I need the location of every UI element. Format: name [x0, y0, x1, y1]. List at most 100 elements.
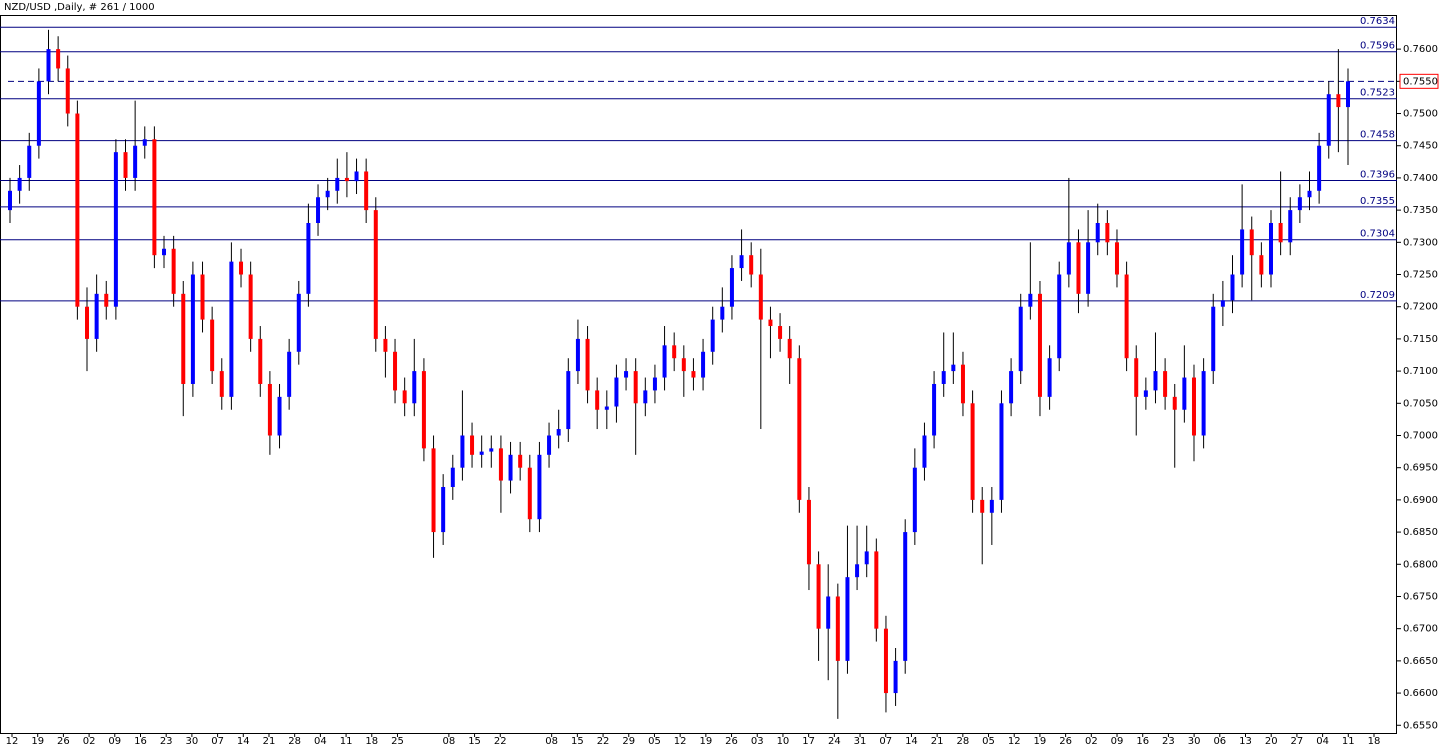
candle-body — [277, 396, 282, 436]
candle-body — [402, 390, 407, 404]
y-tick-label: 0.7450 — [1403, 141, 1438, 152]
x-tick-label: 14 — [237, 736, 250, 747]
y-tick-label: 0.6600 — [1403, 688, 1438, 699]
x-tick-label: 13 — [1239, 736, 1252, 747]
y-tick-label: 0.6750 — [1403, 591, 1438, 602]
x-tick-label: 31 — [854, 736, 867, 747]
candle-body — [17, 177, 22, 191]
candle-body — [980, 499, 985, 513]
candle-body — [8, 190, 12, 211]
candle-body — [489, 448, 494, 452]
candle-body — [210, 319, 215, 372]
candle-body — [835, 596, 840, 661]
candle-body — [575, 338, 580, 372]
candle-body — [633, 371, 638, 404]
y-tick-label: 0.6800 — [1403, 559, 1438, 570]
candle-body — [248, 274, 253, 339]
candle-body — [190, 274, 195, 384]
level-label: 0.7523 — [1360, 88, 1395, 99]
y-tick-label: 0.7400 — [1403, 173, 1438, 184]
candle-body — [652, 377, 657, 391]
level-label: 0.7458 — [1360, 130, 1395, 141]
candle-body — [970, 403, 975, 500]
x-tick-label: 23 — [1162, 736, 1175, 747]
candle-body — [855, 564, 860, 578]
candle-body — [566, 371, 571, 430]
candle-body — [162, 248, 167, 256]
candle-body — [1346, 81, 1350, 108]
level-label: 0.7634 — [1360, 16, 1395, 27]
candle-body — [383, 338, 388, 352]
candle-body — [421, 371, 426, 449]
candle-body — [797, 358, 802, 500]
x-tick-label: 25 — [391, 736, 404, 747]
x-tick-label: 24 — [828, 736, 841, 747]
candle-body — [171, 248, 176, 294]
candle-body — [941, 371, 946, 384]
x-tick-label: 09 — [108, 736, 121, 747]
candle-body — [883, 628, 888, 694]
candle-body — [806, 499, 811, 565]
candle-body — [1105, 222, 1110, 243]
x-tick-label: 18 — [1368, 736, 1381, 747]
y-tick-label: 0.7500 — [1403, 109, 1438, 120]
candle-body — [479, 451, 484, 455]
candle-body — [316, 197, 321, 223]
candle-body — [1240, 229, 1245, 275]
candle-body — [1268, 222, 1273, 275]
candle-body — [344, 177, 349, 182]
candle-body — [412, 371, 417, 404]
candle-body — [922, 435, 927, 468]
candle-body — [27, 145, 32, 178]
candle-body — [1326, 94, 1331, 146]
current-price-box — [1399, 73, 1439, 89]
candle-body — [547, 435, 552, 455]
candle-body — [1182, 377, 1187, 410]
candle-body — [758, 274, 763, 320]
candle-body — [470, 435, 475, 455]
candle-body — [1018, 306, 1023, 372]
candle-body — [691, 371, 696, 378]
candle-body — [460, 435, 465, 468]
candle-body — [133, 145, 138, 178]
candle-body — [893, 660, 898, 694]
candle-body — [287, 351, 292, 397]
candle-body — [296, 293, 301, 352]
x-tick-label: 12 — [6, 736, 19, 747]
x-tick-label: 28 — [956, 736, 969, 747]
y-tick-label: 0.6700 — [1403, 624, 1438, 635]
candle-body — [739, 255, 744, 269]
candle-body — [1259, 255, 1264, 275]
candle-body — [85, 306, 90, 339]
y-tick-label: 0.7600 — [1403, 44, 1438, 55]
x-tick-label: 21 — [931, 736, 944, 747]
candle-body — [787, 338, 792, 359]
current-price-label: 0.7550 — [1403, 76, 1438, 87]
level-label: 0.7596 — [1360, 41, 1395, 52]
candle-body — [450, 467, 455, 488]
x-tick-label: 05 — [648, 736, 661, 747]
x-tick-label: 30 — [1188, 736, 1201, 747]
y-tick-label: 0.7050 — [1403, 398, 1438, 409]
candle-body — [373, 210, 378, 339]
candle-body — [152, 139, 157, 256]
candle-body — [1297, 197, 1302, 211]
candle-body — [325, 190, 330, 198]
x-tick-label: 19 — [699, 736, 712, 747]
candle-body — [1288, 210, 1293, 243]
candle-body — [537, 454, 542, 520]
y-tick-label: 0.6850 — [1403, 527, 1438, 538]
y-tick-label: 0.7000 — [1403, 430, 1438, 441]
candle-body — [1066, 242, 1071, 275]
x-tick-label: 02 — [1085, 736, 1098, 747]
x-tick-label: 20 — [1265, 736, 1278, 747]
candle-body — [585, 338, 590, 391]
candle-body — [999, 403, 1004, 500]
candle-body — [643, 390, 648, 404]
candle-body — [989, 499, 994, 513]
candle-body — [393, 351, 398, 391]
candle-body — [1153, 371, 1158, 391]
y-tick-label: 0.6650 — [1403, 656, 1438, 667]
candle-body — [354, 171, 359, 182]
candle-body — [701, 351, 706, 378]
